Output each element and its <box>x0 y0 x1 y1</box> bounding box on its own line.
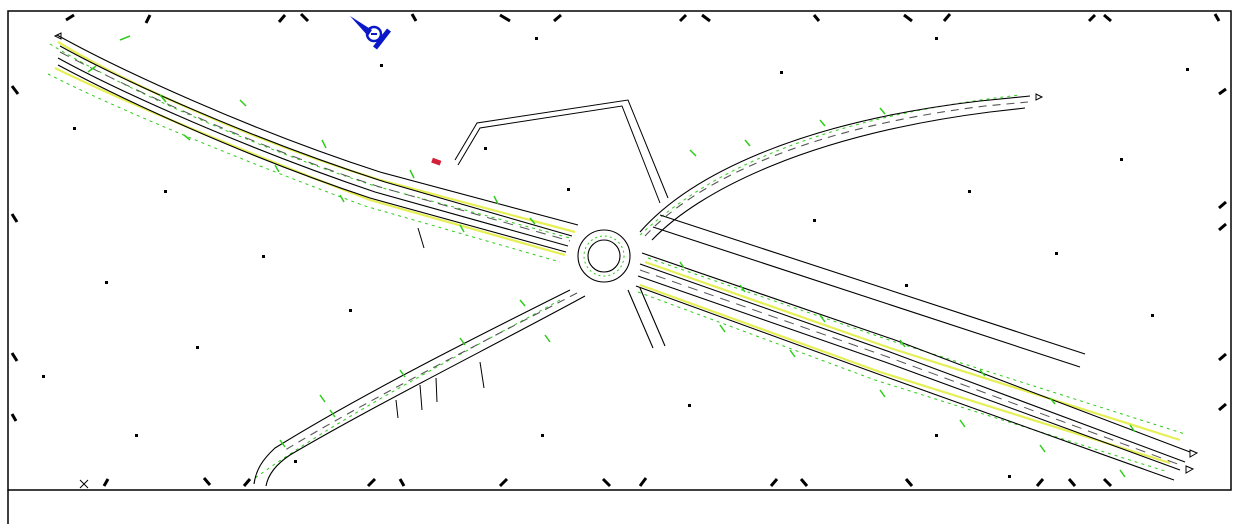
road-northeast <box>639 95 1031 241</box>
border-ticks <box>10 12 1227 488</box>
sheet-frame <box>7 10 1232 524</box>
side-access-stubs <box>395 227 485 419</box>
road-end-markers <box>53 32 1199 489</box>
vegetation-strips <box>47 43 1186 479</box>
highway-lane-dashes <box>59 51 1184 467</box>
road-southwest <box>253 289 586 487</box>
service-road-east <box>652 214 1086 368</box>
vegetation-marks <box>87 35 1136 478</box>
access-ramp-north <box>454 99 669 204</box>
survey-points <box>42 37 1189 478</box>
red-marker <box>431 157 442 166</box>
road-south-stub <box>627 287 666 349</box>
north-arrow-icon <box>350 16 391 50</box>
highway-main <box>56 34 1191 481</box>
roundabout-icon <box>577 229 631 283</box>
